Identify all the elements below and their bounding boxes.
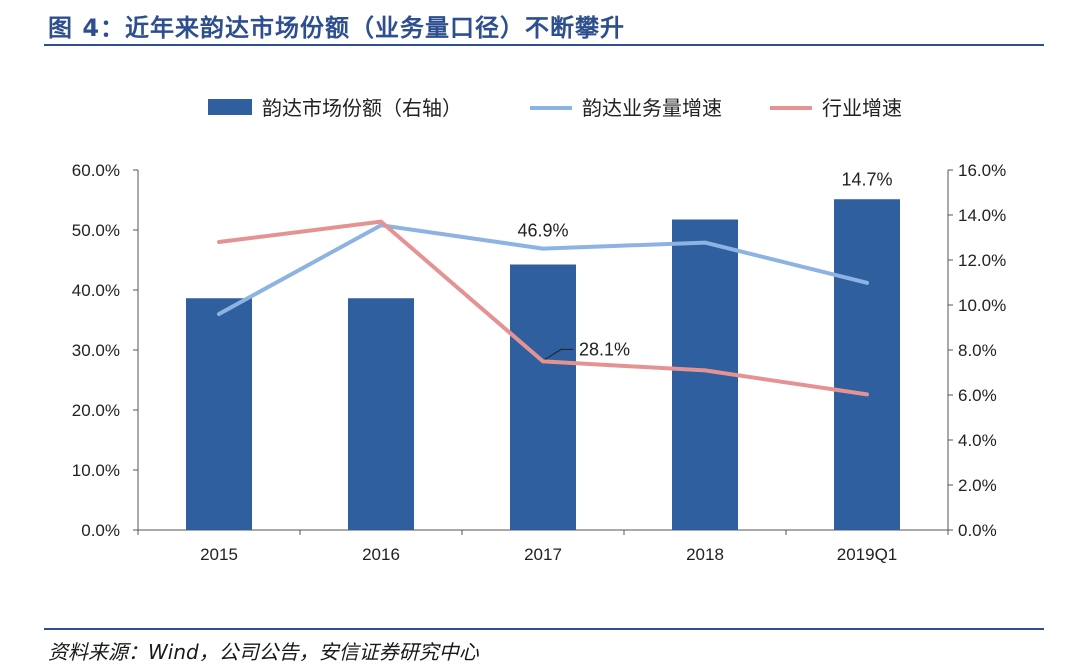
x-tick-label: 2015 (200, 545, 238, 564)
legend-label-market-share: 韵达市场份额（右轴） (262, 96, 462, 120)
right-tick-label: 14.0% (958, 206, 1006, 225)
data-label-market-share: 14.7% (841, 169, 892, 189)
x-tick-label: 2018 (686, 545, 724, 564)
data-label-volume-growth: 46.9% (517, 221, 568, 241)
bar-market-share (348, 298, 414, 530)
leader-line (544, 348, 573, 360)
bar-market-share (510, 264, 576, 530)
x-tick-label: 2017 (524, 545, 562, 564)
legend-label-industry-growth: 行业增速 (822, 96, 902, 120)
left-tick-label: 20.0% (72, 401, 120, 420)
bar-market-share (834, 199, 900, 530)
right-tick-label: 12.0% (958, 251, 1006, 270)
title-bar: 图 4：近年来韵达市场份额（业务量口径）不断攀升 (44, 0, 1044, 46)
source-note: 资料来源：Wind，公司公告，安信证券研究中心 (48, 640, 479, 664)
legend-swatch-market-share (208, 99, 252, 115)
source-divider (44, 628, 1044, 630)
line-industry-growth (217, 219, 869, 397)
legend-label-volume-growth: 韵达业务量增速 (582, 96, 722, 120)
right-tick-label: 8.0% (958, 341, 997, 360)
right-tick-label: 16.0% (958, 161, 1006, 180)
right-tick-label: 0.0% (958, 521, 997, 540)
left-tick-label: 0.0% (81, 521, 120, 540)
left-tick-label: 30.0% (72, 341, 120, 360)
line-yunda-volume-growth (217, 223, 869, 316)
left-tick-label: 60.0% (72, 161, 120, 180)
right-tick-label: 10.0% (958, 296, 1006, 315)
left-tick-label: 40.0% (72, 281, 120, 300)
right-tick-label: 2.0% (958, 476, 997, 495)
right-tick-label: 4.0% (958, 431, 997, 450)
bar-market-share (186, 298, 252, 530)
figure-title: 图 4：近年来韵达市场份额（业务量口径）不断攀升 (48, 14, 626, 42)
left-tick-label: 10.0% (72, 461, 120, 480)
right-tick-label: 6.0% (958, 386, 997, 405)
data-label-industry-growth: 28.1% (579, 339, 630, 359)
x-tick-label: 2016 (362, 545, 400, 564)
left-tick-label: 50.0% (72, 221, 120, 240)
x-tick-label: 2019Q1 (837, 545, 898, 564)
